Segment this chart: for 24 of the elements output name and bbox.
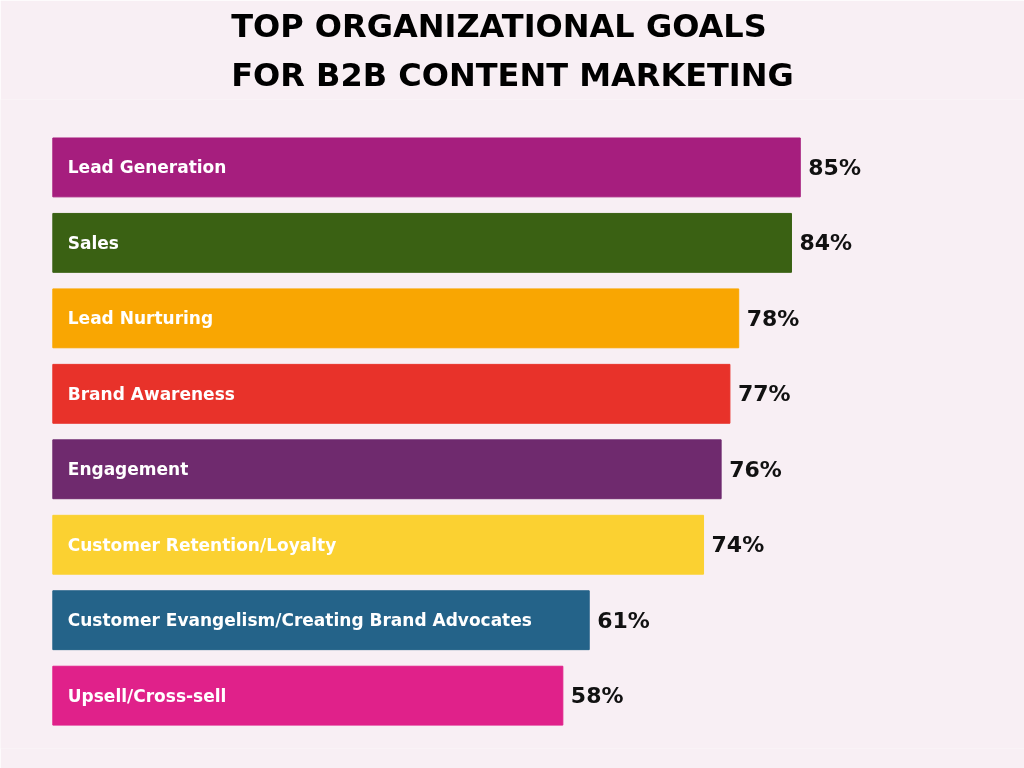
bar — [52, 288, 740, 349]
data-label: 74% — [711, 532, 765, 558]
bar — [52, 212, 792, 273]
y-tick-label: Brand Awareness — [67, 383, 235, 404]
y-tick-label: Sales — [67, 232, 119, 253]
data-label: 77% — [737, 381, 791, 407]
data-label: 76% — [729, 456, 782, 482]
data-label: 61% — [597, 607, 650, 633]
data-label: 84% — [799, 230, 853, 256]
bar — [52, 439, 722, 500]
y-tick-label: Engagement — [67, 459, 189, 480]
data-label: 78% — [746, 305, 800, 331]
y-tick-label: Upsell/Cross-sell — [67, 685, 227, 706]
data-label: 58% — [570, 683, 624, 709]
y-tick-label: Lead Nurturing — [67, 308, 214, 329]
bar — [52, 665, 564, 726]
chart-title: TOP ORGANIZATIONAL GOALS FOR B2B CONTENT MARKETING — [231, 7, 794, 95]
y-tick-label: Lead Generation — [67, 157, 227, 178]
y-tick-label: Customer Evangelism/Creating Brand Advocates — [67, 610, 532, 631]
y-tick-label: Customer Retention/Loyalty — [67, 534, 337, 555]
bar — [52, 363, 731, 424]
bar — [52, 514, 705, 575]
bar — [52, 137, 801, 198]
data-label: 85% — [808, 154, 861, 180]
